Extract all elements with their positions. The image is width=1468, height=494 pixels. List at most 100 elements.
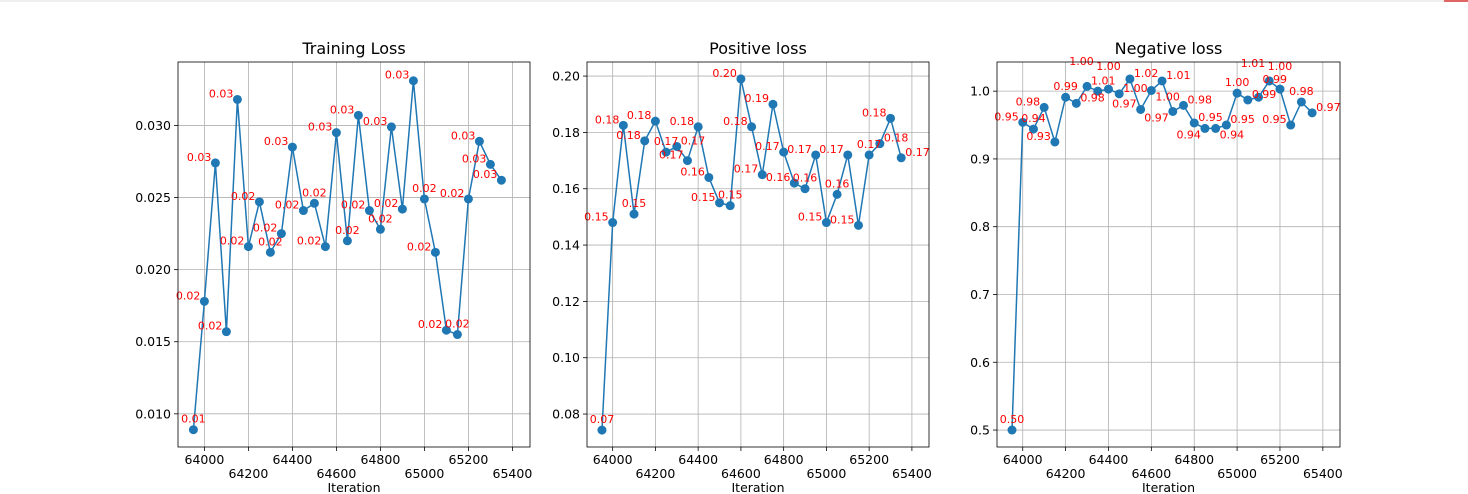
x-tick-label: 65000 (807, 466, 847, 481)
data-label: 0.18 (627, 109, 652, 122)
data-point (779, 147, 789, 157)
y-tick-label: 0.18 (552, 125, 580, 140)
data-point (1264, 76, 1274, 86)
data-point (430, 247, 440, 257)
data-point (1114, 89, 1124, 99)
data-label: 0.99 (1252, 88, 1277, 101)
data-label: 0.02 (407, 240, 432, 253)
data-point (1093, 86, 1103, 96)
series-line (1011, 77, 1313, 431)
data-point (1071, 98, 1081, 108)
data-point (704, 172, 714, 182)
data-label: 0.15 (718, 189, 743, 202)
chart-title: Negative loss (1115, 39, 1223, 58)
data-label: 0.99 (1263, 73, 1288, 86)
data-point (1146, 85, 1156, 95)
data-point (1243, 95, 1253, 105)
x-tick-label: 64000 (593, 452, 633, 467)
data-label: 0.18 (595, 113, 620, 126)
data-label: 1.00 (1225, 76, 1250, 89)
y-tick-label: 0.12 (552, 294, 580, 309)
x-tick-label: 64200 (636, 466, 676, 481)
y-tick-label: 0.015 (135, 334, 171, 349)
data-point (800, 184, 810, 194)
series-line (601, 78, 902, 431)
data-point (629, 209, 639, 219)
data-point (1061, 92, 1071, 102)
x-tick-label: 64600 (1131, 466, 1171, 481)
data-label: 0.17 (654, 135, 679, 148)
data-point (1221, 120, 1231, 130)
data-label: 0.02 (176, 289, 201, 302)
data-label: 0.99 (1053, 80, 1078, 93)
data-label: 0.98 (1080, 91, 1105, 104)
data-label: 0.15 (830, 213, 855, 226)
data-label: 0.03 (330, 103, 355, 116)
data-label: 0.17 (819, 143, 844, 156)
data-label: 0.15 (691, 191, 716, 204)
x-tick-label: 64600 (317, 466, 357, 481)
data-label: 0.95 (994, 110, 1019, 123)
x-tick-label: 65000 (1217, 466, 1257, 481)
data-point (386, 122, 396, 132)
data-label: 0.17 (755, 140, 780, 153)
data-label: 0.02 (198, 320, 223, 333)
x-tick-label: 64800 (764, 452, 804, 467)
data-point (832, 189, 842, 199)
data-point (747, 122, 757, 132)
data-point (875, 139, 885, 149)
chart-title: Positive loss (709, 39, 807, 58)
y-tick-label: 0.10 (552, 350, 580, 365)
data-label: 0.02 (341, 199, 366, 212)
data-point (618, 120, 628, 130)
data-point (853, 220, 863, 230)
data-point (375, 224, 385, 234)
x-tick-label: 64600 (721, 466, 761, 481)
data-label: 0.03 (187, 151, 212, 164)
data-point (1254, 92, 1264, 102)
data-label: 0.95 (1262, 113, 1287, 126)
data-label: 0.97 (1144, 111, 1169, 124)
data-point (463, 194, 473, 204)
x-tick-label: 65400 (1303, 466, 1343, 481)
data-point (199, 296, 209, 306)
data-point (254, 197, 264, 207)
x-tick-label: 64000 (185, 452, 225, 467)
data-point (1211, 123, 1221, 133)
data-label: 0.18 (862, 106, 887, 119)
data-point (276, 229, 286, 239)
data-point (1028, 124, 1038, 134)
data-label: 0.02 (258, 235, 283, 248)
data-label: 0.16 (680, 165, 705, 178)
data-point (419, 194, 429, 204)
data-label: 1.00 (1155, 90, 1180, 103)
data-label: 0.98 (1016, 95, 1041, 108)
x-tick-label: 64200 (229, 466, 269, 481)
data-label: 1.01 (1241, 57, 1266, 70)
data-label: 0.02 (445, 318, 470, 331)
data-label: 0.03 (308, 121, 333, 134)
chart-title: Training Loss (301, 39, 405, 58)
data-label: 0.03 (462, 152, 487, 165)
data-point (811, 150, 821, 160)
data-label: 0.02 (418, 318, 443, 331)
x-tick-label: 64800 (361, 452, 401, 467)
data-point (320, 242, 330, 252)
data-point (1157, 76, 1167, 86)
data-point (608, 218, 618, 228)
y-tick-label: 0.030 (135, 118, 171, 133)
data-point (485, 159, 495, 169)
data-point (661, 147, 671, 157)
data-label: 0.02 (440, 187, 465, 200)
data-label: 0.94 (1176, 128, 1201, 141)
data-label: 0.17 (681, 134, 706, 147)
data-label: 1.00 (1123, 82, 1148, 95)
data-label: 0.02 (220, 235, 245, 248)
data-point (682, 156, 692, 166)
data-label: 1.00 (1268, 60, 1293, 73)
x-tick-label: 64800 (1174, 452, 1214, 467)
data-label: 0.07 (590, 413, 615, 426)
data-point (221, 327, 231, 337)
data-point (1275, 84, 1285, 94)
